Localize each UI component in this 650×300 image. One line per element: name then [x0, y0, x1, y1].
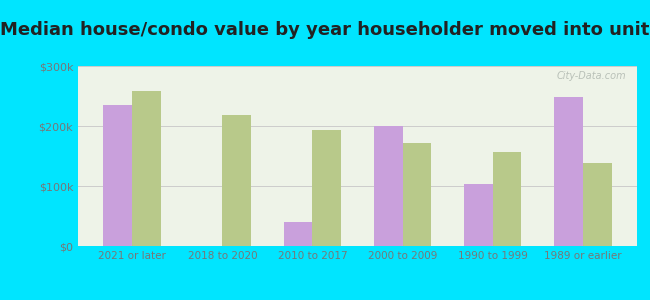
Text: Median house/condo value by year householder moved into unit: Median house/condo value by year househo… — [0, 21, 650, 39]
Bar — [464, 184, 493, 246]
Bar — [222, 115, 251, 246]
Bar — [132, 91, 161, 246]
Bar — [583, 163, 612, 246]
Bar — [493, 152, 521, 246]
Bar — [103, 105, 132, 246]
Bar — [402, 143, 432, 246]
Bar — [554, 97, 583, 246]
Bar — [283, 222, 313, 246]
Bar — [313, 130, 341, 246]
Text: City-Data.com: City-Data.com — [556, 71, 626, 81]
Bar — [374, 126, 402, 246]
